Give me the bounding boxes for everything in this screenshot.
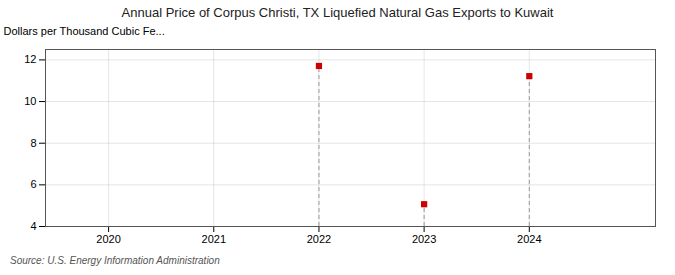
svg-text:8: 8 <box>30 137 36 149</box>
svg-text:2021: 2021 <box>202 233 226 245</box>
svg-text:2022: 2022 <box>307 233 331 245</box>
svg-text:2023: 2023 <box>412 233 436 245</box>
svg-text:2020: 2020 <box>96 233 120 245</box>
svg-text:12: 12 <box>24 53 36 65</box>
svg-text:2024: 2024 <box>517 233 541 245</box>
svg-text:10: 10 <box>24 95 36 107</box>
svg-text:6: 6 <box>30 178 36 190</box>
svg-text:4: 4 <box>30 220 36 232</box>
html-text:Annual Price of Corpus Christi: Annual Price of Corpus Christi, TX Lique… <box>121 5 554 20</box>
svg-text:Dollars per Thousand Cubic Fe.: Dollars per Thousand Cubic Fe... <box>4 25 165 37</box>
html-text:Source: U.S. Energy Informatio: Source: U.S. Energy Information Administ… <box>10 255 220 266</box>
